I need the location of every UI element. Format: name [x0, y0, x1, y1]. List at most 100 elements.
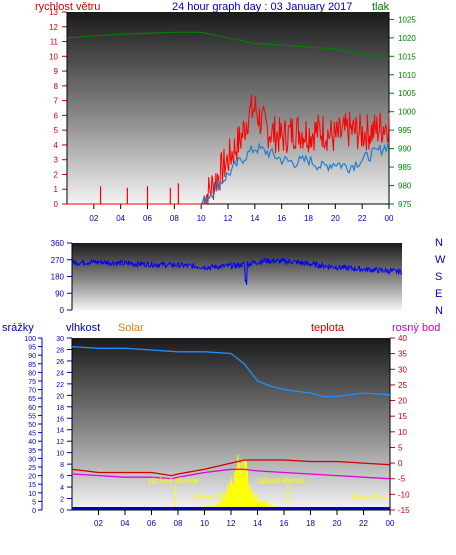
temperature-tick-label: 20	[398, 397, 407, 406]
rain-tick-label: 70	[28, 388, 36, 395]
wind-tick-label: 11	[50, 38, 59, 47]
temperature-tick-label: 5	[398, 443, 403, 452]
pressure-tick-label: 990	[398, 145, 412, 154]
temperature-tick-label: 15	[398, 412, 407, 421]
compass-letter: N	[435, 305, 443, 317]
time-tick-label: 22	[358, 214, 367, 223]
pressure-tick-label: 985	[398, 163, 412, 172]
dew-point-axis-label: rosný bod	[392, 322, 440, 334]
rain-axis-label: srážky	[2, 322, 34, 334]
average-wind-line	[200, 142, 389, 205]
wind-tick-label: 4	[54, 141, 59, 150]
humidity-tick-label: 0	[60, 508, 64, 515]
compass-letter: E	[435, 288, 442, 300]
wind-tick-label: 12	[49, 23, 58, 32]
temperature-tick-label: -15	[398, 506, 410, 515]
wind-direction-line	[71, 257, 403, 285]
pressure-tick-label: 1025	[398, 15, 416, 24]
temperature-tick-label: 25	[398, 381, 407, 390]
compass-letter: N	[435, 237, 443, 249]
wind-speed-line	[67, 94, 390, 205]
rain-tick-label: 25	[28, 465, 36, 472]
humidity-tick-label: 24	[56, 370, 64, 377]
wind-tick-label: 7	[54, 97, 59, 106]
rain-tick-label: 10	[28, 491, 36, 498]
time-tick-label: 18	[306, 519, 315, 528]
time-tick-label: 08	[174, 519, 183, 528]
humidity-tick-label: 8	[60, 462, 64, 469]
time-tick-label: 10	[200, 519, 209, 528]
humidity-tick-label: 18	[56, 405, 64, 412]
rain-tick-label: 30	[28, 456, 36, 463]
time-tick-label: 04	[116, 214, 125, 223]
pressure-tick-label: 1005	[398, 89, 416, 98]
time-tick-label: 16	[277, 214, 286, 223]
temperature-tick-label: 35	[398, 350, 407, 359]
humidity-tick-label: 22	[56, 382, 64, 389]
rain-tick-label: 60	[28, 405, 36, 412]
wind-tick-label: 9	[54, 67, 59, 76]
time-tick-label: 00	[386, 519, 395, 528]
direction-tick-label: 360	[51, 239, 65, 248]
temperature-tick-label: -10	[398, 490, 410, 499]
rain-tick-label: 55	[28, 413, 36, 420]
wind-tick-label: 3	[54, 156, 59, 165]
pressure-tick-label: 1000	[398, 108, 416, 117]
temperature-tick-label: 0	[398, 459, 403, 468]
pressure-tick-label: 1020	[398, 34, 416, 43]
chart-title: 24 hour graph day : 03 January 2017	[172, 1, 352, 13]
rain-tick-label: 65	[28, 396, 36, 403]
pressure-tick-label: 1010	[398, 71, 416, 80]
wind-tick-label: 8	[54, 82, 59, 91]
temperature-tick-label: 30	[398, 365, 407, 374]
humidity-tick-label: 14	[56, 428, 64, 435]
wind-pressure-plot-area	[67, 12, 389, 204]
humidity-tick-label: 2	[60, 497, 64, 504]
rain-tick-label: 15	[28, 482, 36, 489]
time-tick-label: 14	[253, 519, 262, 528]
time-tick-label: 12	[227, 519, 236, 528]
chart-marks: 0123456789101112139759809859909951000100…	[24, 8, 446, 528]
temperature-tick-label: 10	[398, 428, 407, 437]
solar-axis-label: Solar	[118, 322, 144, 334]
temperature-tick-label: 40	[398, 334, 407, 343]
temperature-axis-label: teplota	[311, 322, 345, 334]
pressure-tick-label: 980	[398, 182, 412, 191]
time-tick-label: 20	[331, 214, 340, 223]
wind-speed-axis-label: rychlost větru	[35, 1, 100, 13]
rain-tick-label: 35	[28, 448, 36, 455]
pressure-axis-label: tlak	[372, 1, 390, 13]
pressure-tick-label: 975	[398, 200, 412, 209]
pressure-line	[66, 31, 390, 59]
rain-tick-label: 50	[28, 422, 36, 429]
time-tick-label: 20	[333, 519, 342, 528]
direction-plot-area	[72, 243, 402, 310]
humidity-tick-label: 6	[60, 474, 64, 481]
wind-tick-label: 13	[49, 8, 58, 17]
direction-tick-label: 180	[51, 273, 65, 282]
rain-tick-label: 75	[28, 379, 36, 386]
wind-tick-label: 1	[54, 185, 59, 194]
pressure-tick-label: 1015	[398, 52, 416, 61]
time-tick-label: 00	[385, 214, 394, 223]
wind-tick-label: 10	[49, 52, 58, 61]
rain-tick-label: 100	[24, 336, 36, 343]
rain-tick-label: 90	[28, 353, 36, 360]
sunset-label: západ slunce	[258, 476, 306, 485]
rain-tick-label: 95	[28, 345, 36, 352]
time-tick-label: 18	[304, 214, 313, 223]
time-tick-label: 10	[197, 214, 206, 223]
humidity-tick-label: 20	[56, 393, 64, 400]
rain-tick-label: 40	[28, 439, 36, 446]
time-tick-label: 04	[121, 519, 130, 528]
wind-tick-label: 5	[54, 126, 59, 135]
time-tick-label: 02	[89, 214, 98, 223]
time-tick-label: 08	[170, 214, 179, 223]
time-tick-label: 14	[250, 214, 259, 223]
wind-tick-label: 0	[54, 200, 59, 209]
humidity-tick-label: 28	[56, 347, 64, 354]
humidity-tick-label: 16	[56, 416, 64, 423]
humidity-tick-label: 26	[56, 359, 64, 366]
direction-tick-label: 0	[60, 306, 65, 315]
rain-tick-label: 45	[28, 431, 36, 438]
